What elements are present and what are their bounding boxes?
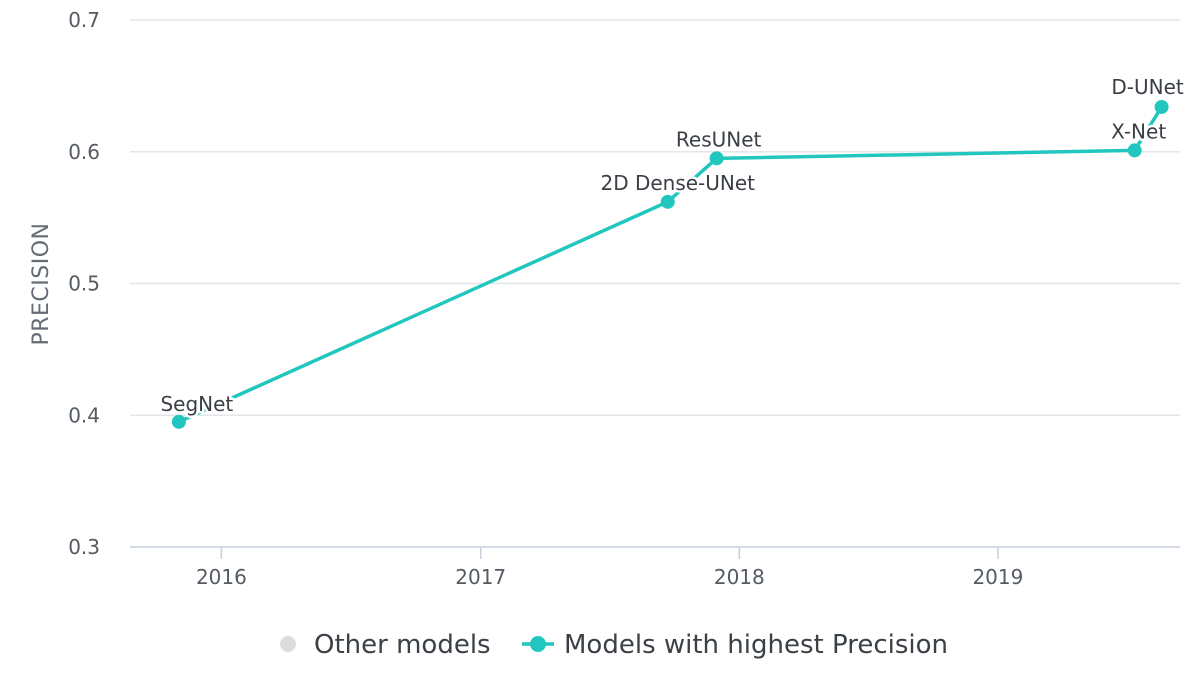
legend-marker-other-models [280, 636, 296, 652]
data-point[interactable] [709, 151, 724, 166]
series-layer: SegNet 2D Dense-UNet ResUNet X-Net D-UNet [158, 72, 1186, 429]
y-tick-label: 0.3 [68, 535, 100, 559]
x-tick-label: 2019 [972, 565, 1023, 589]
data-point[interactable] [1154, 99, 1169, 114]
y-tick-label: 0.6 [68, 140, 100, 164]
legend[interactable]: Other models Models with highest Precisio… [280, 630, 948, 660]
data-point[interactable] [171, 414, 186, 429]
y-tick-label: 0.4 [68, 403, 100, 427]
y-tick-label: 0.5 [68, 272, 100, 296]
grid-lines [130, 19, 1180, 416]
legend-label-other-models: Other models [314, 630, 491, 660]
y-axis-label: PRECISION [29, 222, 54, 345]
data-point[interactable] [660, 194, 675, 209]
data-point[interactable] [1127, 143, 1142, 158]
series-line-highest-precision [177, 105, 1164, 424]
point-label: 2D Dense-UNet [600, 171, 755, 195]
y-tick-label: 0.7 [68, 8, 100, 32]
legend-label-highest-precision: Models with highest Precision [564, 630, 948, 660]
point-label: D-UNet [1111, 75, 1184, 99]
point-label: X-Net [1111, 119, 1166, 143]
x-tick-label: 2018 [714, 565, 765, 589]
y-axis: 0.3 0.4 0.5 0.6 0.7 [68, 8, 100, 559]
x-axis: 2016 2017 2018 2019 [130, 546, 1180, 589]
point-label: ResUNet [676, 127, 762, 151]
legend-marker-highest-precision [530, 636, 546, 652]
x-tick-label: 2016 [196, 565, 247, 589]
x-tick-label: 2017 [455, 565, 506, 589]
point-label: SegNet [160, 392, 233, 416]
